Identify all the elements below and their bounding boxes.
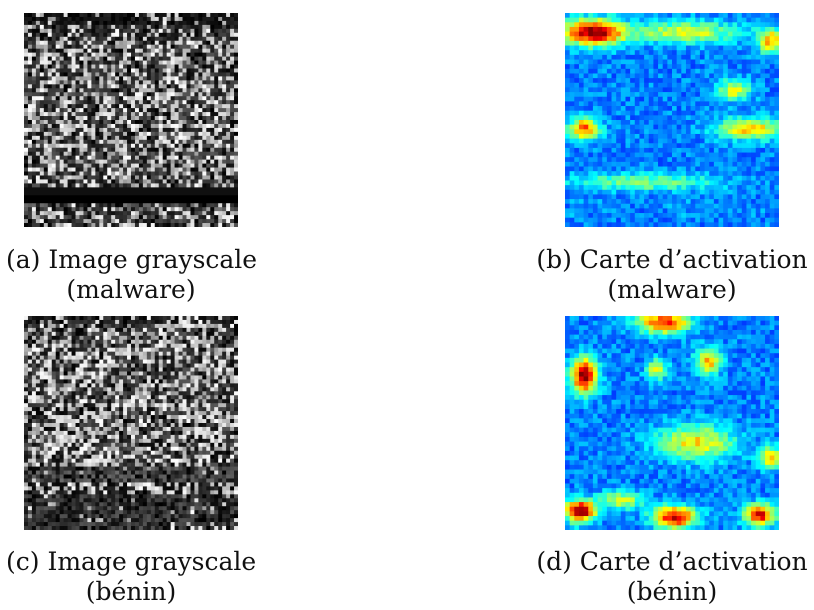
caption-a: (a) Image grayscale (malware): [6, 245, 258, 305]
activation-map-malware: [565, 13, 779, 227]
caption-d: (d) Carte d’activation (bénin): [530, 547, 814, 607]
grayscale-image-malware: [24, 13, 238, 227]
caption-c: (c) Image grayscale (bénin): [6, 547, 256, 607]
caption-b: (b) Carte d’activation (malware): [530, 245, 814, 305]
caption-b-line2: (malware): [607, 275, 737, 304]
caption-d-line1: (d) Carte d’activation: [536, 547, 808, 576]
caption-a-line1: (a) Image grayscale: [6, 245, 258, 274]
caption-d-line2: (bénin): [626, 577, 718, 606]
caption-c-line2: (bénin): [85, 577, 177, 606]
caption-c-line1: (c) Image grayscale: [6, 547, 257, 576]
caption-b-line1: (b) Carte d’activation: [536, 245, 808, 274]
activation-map-benign: [565, 316, 779, 530]
activation-map-malware-svg: [565, 13, 779, 227]
grayscale-image-malware-svg: [24, 13, 238, 227]
grayscale-image-benign: [24, 316, 238, 530]
activation-map-benign-svg: [565, 316, 779, 530]
caption-a-line2: (malware): [66, 275, 196, 304]
grayscale-image-benign-svg: [24, 316, 238, 530]
